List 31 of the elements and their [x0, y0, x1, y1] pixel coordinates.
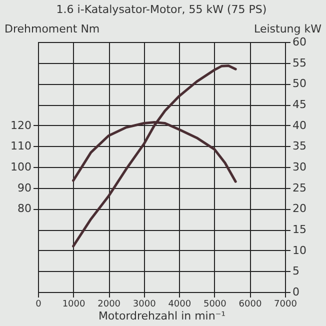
- y2-tick-label: 10: [292, 244, 306, 257]
- y2-tick-label: 5: [292, 264, 300, 278]
- y2-tick-label: 15: [292, 223, 306, 236]
- y2-tick-label: 0: [292, 286, 300, 298]
- x-tick-label: 6000: [238, 300, 262, 310]
- x-tick-label: 4000: [168, 300, 192, 310]
- x-tick-label: 2000: [98, 300, 121, 310]
- chart-title: 1.6 i-Katalysator-Motor, 55 kW (75 PS): [56, 3, 267, 16]
- y2-tick-label: 50: [292, 77, 306, 90]
- y-tick-label: 120: [10, 118, 32, 132]
- y-tick-label: 110: [10, 140, 32, 153]
- y2-tick-label: 60: [292, 36, 306, 48]
- x-tick-label: 1000: [62, 300, 86, 310]
- x-tick-label: 3000: [132, 300, 156, 310]
- x-tick-label: 5000: [203, 300, 227, 310]
- x-axis-title: Motordrehzahl in min⁻¹: [98, 310, 226, 322]
- y-tick-label: 90: [18, 181, 32, 194]
- y-axis-title: Drehmoment Nm: [4, 22, 100, 36]
- y2-tick-label: 25: [292, 181, 306, 194]
- x-tick-label: 0: [36, 300, 42, 310]
- y2-tick-label: 45: [292, 98, 306, 111]
- y2-tick-label: 35: [292, 140, 306, 153]
- y2-tick-label: 55: [292, 56, 306, 70]
- y2-axis-title: Leistung kW: [254, 22, 322, 36]
- x-tick-label: 7000: [274, 300, 298, 310]
- line-series: [72, 64, 237, 248]
- y2-tick-label: 20: [292, 202, 306, 216]
- y-tick-label: 100: [10, 160, 32, 174]
- y2-tick-label: 30: [292, 160, 306, 174]
- y2-tick-label: 40: [292, 118, 306, 132]
- y-tick-label: 80: [18, 202, 32, 216]
